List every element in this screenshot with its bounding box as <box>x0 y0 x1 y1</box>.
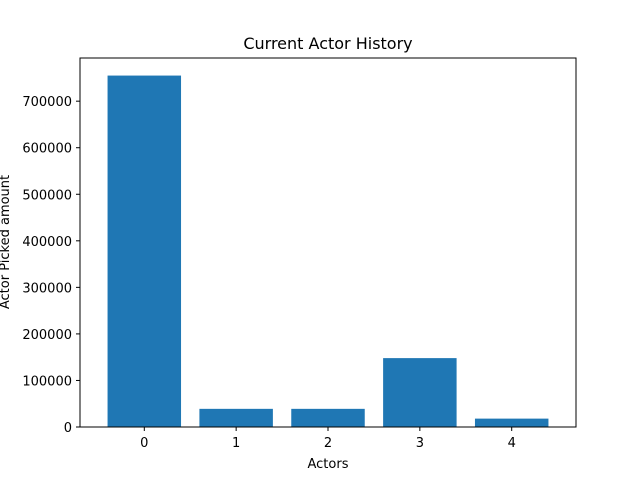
bar-1 <box>199 408 273 427</box>
x-axis-ticks: 0 1 2 3 4 <box>140 427 516 451</box>
chart-title: Current Actor History <box>243 34 412 53</box>
bar-2 <box>291 408 365 427</box>
bar-3 <box>383 358 457 427</box>
x-tick-label: 4 <box>508 436 516 451</box>
y-tick-label: 600000 <box>22 142 72 157</box>
x-tick-label: 0 <box>140 436 148 451</box>
bar-0 <box>107 75 182 428</box>
y-tick-label: 400000 <box>22 235 72 250</box>
y-tick-label: 500000 <box>22 188 72 203</box>
x-tick-label: 2 <box>324 436 332 451</box>
y-tick-label: 200000 <box>22 328 72 343</box>
y-tick-label: 0 <box>64 421 72 436</box>
y-tick-label: 300000 <box>22 281 72 296</box>
y-axis-label: Actor Picked amount <box>0 175 13 309</box>
bar-4 <box>474 418 549 427</box>
plot-area-frame <box>79 57 577 428</box>
y-tick-label: 100000 <box>22 374 72 389</box>
bars-group <box>107 75 549 428</box>
x-tick-label: 3 <box>416 436 424 451</box>
x-axis-label: Actors <box>308 457 349 472</box>
y-axis-ticks: 0 100000 200000 300000 400000 500000 600000 700… <box>22 95 80 436</box>
y-tick-label: 700000 <box>22 95 72 110</box>
x-tick-label: 1 <box>232 436 240 451</box>
